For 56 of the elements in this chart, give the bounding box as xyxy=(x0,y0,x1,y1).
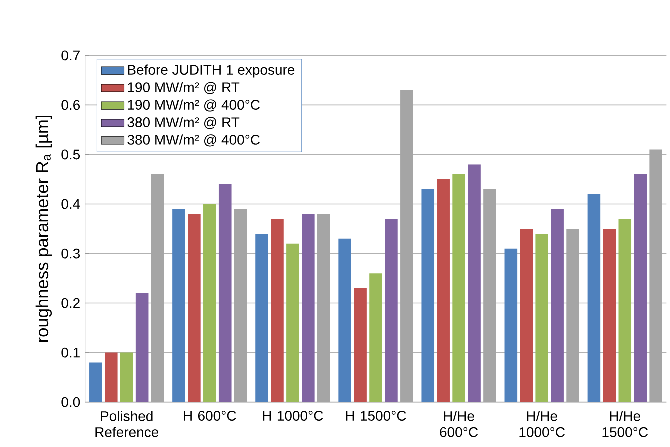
x-tick-label: H 600°C xyxy=(184,411,236,421)
bar xyxy=(271,219,284,402)
legend-label: 380 MW/m² @ 400°C xyxy=(128,134,260,147)
y-tick-label: 0.0 xyxy=(62,397,80,408)
bar xyxy=(400,90,414,402)
y-tick-label: 0.6 xyxy=(62,100,80,110)
bar xyxy=(204,204,216,402)
y-tick-label: 0.3 xyxy=(62,248,80,259)
bar xyxy=(520,229,534,402)
bar xyxy=(104,352,118,402)
bar xyxy=(151,174,164,402)
bar xyxy=(286,244,300,402)
bar xyxy=(256,234,268,402)
bar xyxy=(218,184,232,402)
x-tick-label: Polished Reference xyxy=(96,411,159,438)
bar xyxy=(566,229,580,402)
bar xyxy=(484,189,496,402)
bar xyxy=(317,214,330,402)
bar xyxy=(634,174,648,402)
x-tick-label: H/He 1500°C xyxy=(602,411,648,438)
bar xyxy=(385,219,398,402)
bar xyxy=(551,209,564,402)
y-tick-label: 0.7 xyxy=(62,50,80,61)
bar xyxy=(188,214,201,402)
bar xyxy=(618,219,632,402)
bar xyxy=(452,174,466,402)
y-tick-label: 0.5 xyxy=(62,150,80,160)
bar xyxy=(90,362,102,402)
bar xyxy=(588,194,601,402)
legend-label: Before JUDITH 1 exposure xyxy=(128,64,295,78)
bar xyxy=(354,288,367,402)
bar xyxy=(536,234,548,402)
x-tick-label: H 1500°C xyxy=(346,411,406,421)
bar xyxy=(437,179,450,402)
bar xyxy=(136,293,149,402)
legend-label: 190 MW/m² @ 400°C xyxy=(128,100,260,112)
legend-label: 190 MW/m² @ RT xyxy=(128,82,240,94)
bar xyxy=(422,189,435,402)
bar xyxy=(650,150,662,402)
x-tick-label: H/He 600°C xyxy=(440,411,478,438)
y-tick-label: 0.2 xyxy=(62,298,80,308)
bar xyxy=(468,164,481,402)
bar xyxy=(370,274,382,402)
bar xyxy=(120,352,134,402)
bar xyxy=(172,209,186,402)
x-tick-label: H/He 1000°C xyxy=(520,411,565,438)
y-tick-label: 0.1 xyxy=(62,348,80,358)
bar xyxy=(302,214,315,402)
bar xyxy=(504,248,518,402)
bar xyxy=(338,238,352,402)
y-tick-label: 0.4 xyxy=(62,199,80,210)
y-axis-title: roughness parameter R$_{a}$ [µm] xyxy=(36,116,52,342)
bar xyxy=(603,229,616,402)
legend-label: 380 MW/m² @ RT xyxy=(128,117,240,130)
x-tick-label: H 1000°C xyxy=(263,411,324,421)
bar xyxy=(234,209,248,402)
